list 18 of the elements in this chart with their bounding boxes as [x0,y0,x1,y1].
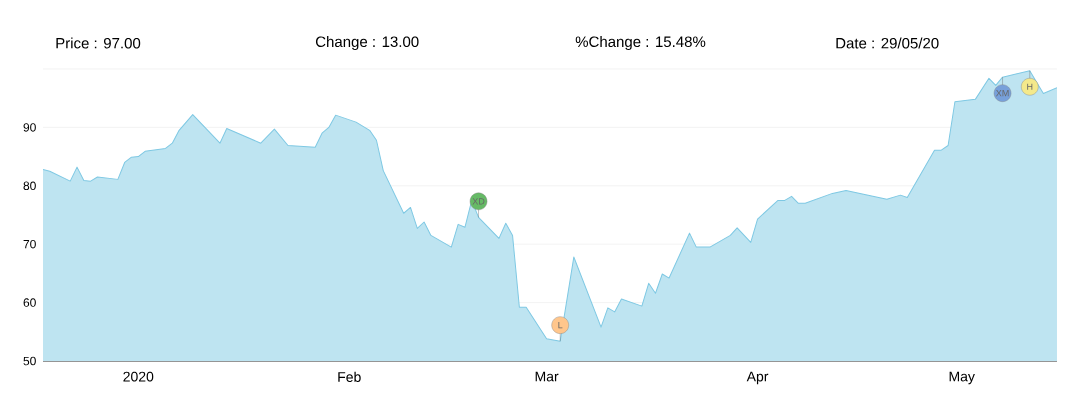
x-tick-label: May [949,371,975,385]
annotation: XD [472,198,485,205]
x-tick-label: Apr [746,371,769,385]
text: %Change : 15.48% [575,36,706,50]
annotation: XM [996,90,1009,97]
text: Change : 13.00 [315,36,419,50]
x-tick-label: 2020 [123,371,154,382]
text: Date : 29/05/20 [836,37,939,49]
x-tick-label: Feb [338,371,361,382]
y-tick-label: 70 [23,239,36,249]
y-tick-label: 90 [23,123,36,132]
y-tick-label: 60 [23,298,36,307]
x-tick-label: Mar [535,371,559,382]
y-tick-label: 50 [23,356,36,366]
annotation: L [558,322,563,329]
annotation: H [1027,83,1033,90]
y-tick-label: 80 [23,181,36,191]
text: Price : 97.00 [56,37,141,49]
